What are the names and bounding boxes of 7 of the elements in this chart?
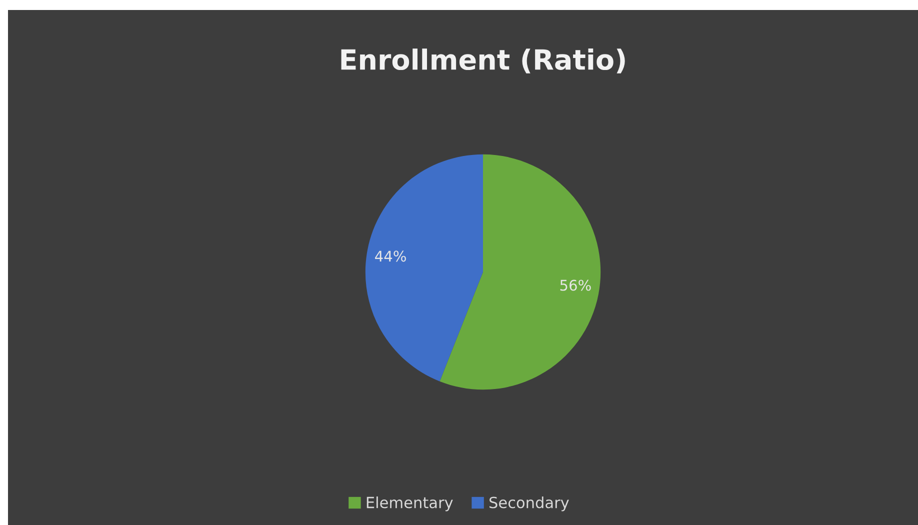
legend-label: Elementary — [366, 496, 453, 512]
chart-title: Enrollment (Ratio) — [341, 48, 625, 74]
legend-label: Secondary — [489, 496, 569, 512]
pie-slice — [440, 154, 601, 390]
data-label: 44% — [375, 250, 406, 262]
pie-slice — [365, 154, 483, 382]
data-label: 56% — [560, 280, 591, 291]
